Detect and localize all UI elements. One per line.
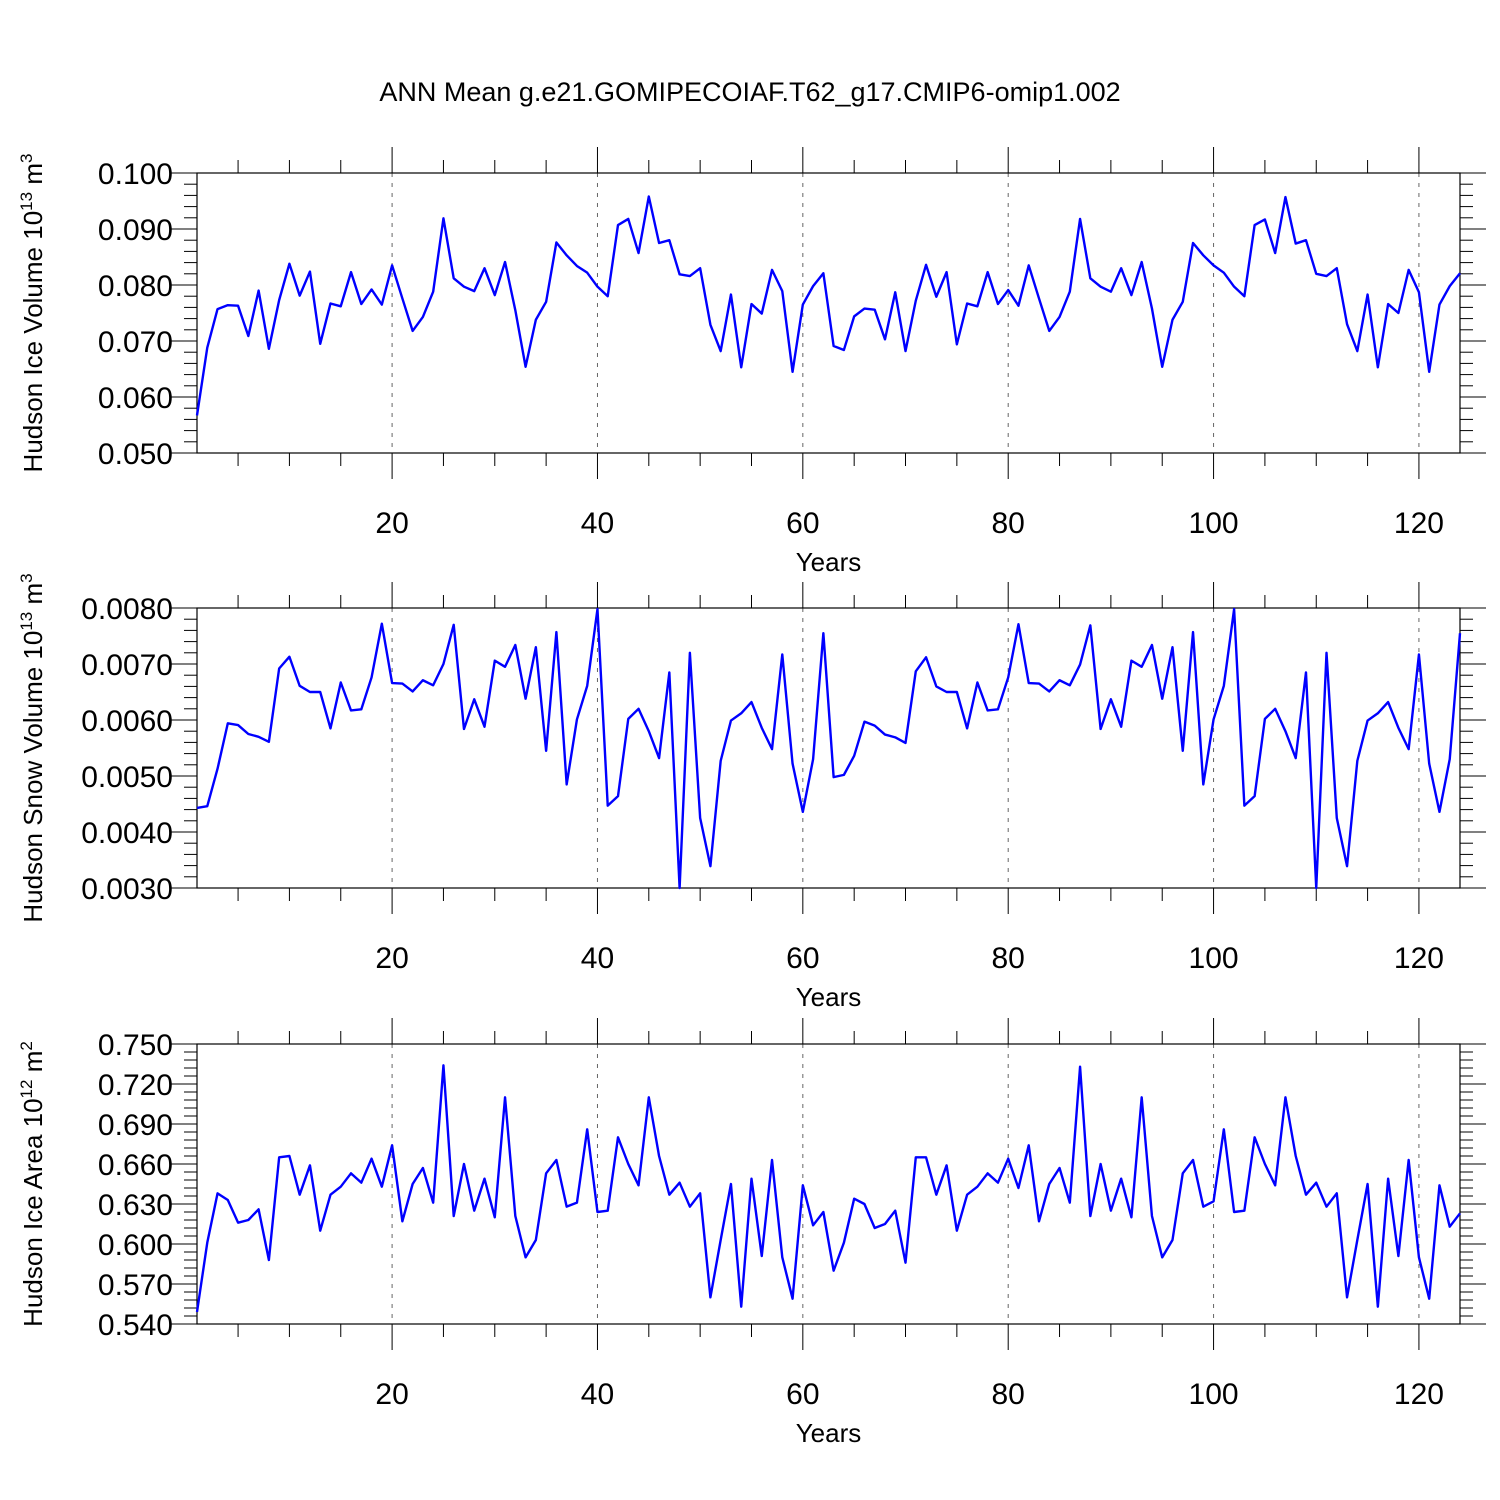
y-axis-label-unit: m — [18, 583, 48, 612]
y-tick-label: 0.050 — [98, 438, 173, 471]
y-axis-label: Hudson Snow Volume 1013 m3 — [17, 573, 48, 922]
x-tick-label: 60 — [786, 942, 819, 975]
panel-1: 20 40 60 80 100 120 0.050 0.060 0.070 0.080 0.090 0… — [17, 147, 1486, 577]
panel-2: 20 40 60 80 100 120 0.0030 0.0040 0.0050 0.0060 0.… — [17, 573, 1486, 1012]
x-tick-label: 60 — [786, 507, 819, 540]
plot-frame — [196, 607, 1461, 889]
y-axis-label-main: Hudson Ice Area 10 — [18, 1098, 48, 1326]
series-line-1 — [195, 195, 1461, 416]
x-tick-label: 80 — [992, 942, 1025, 975]
y-axis-label-main: Hudson Ice Volume 10 — [18, 211, 48, 473]
x-tick-label: 80 — [992, 507, 1025, 540]
y-axis-label-unit-exponent: 2 — [17, 1041, 36, 1050]
y-tick-label: 0.540 — [98, 1309, 173, 1342]
y-axis-label-exponent: 13 — [17, 612, 36, 631]
y-axis-label-unit-exponent: 3 — [17, 573, 36, 582]
y-axis-label-exponent: 13 — [17, 192, 36, 211]
y-axis-label: Hudson Ice Volume 1013 m3 — [17, 154, 48, 473]
x-tick-label: 20 — [375, 507, 408, 540]
series-line-1 — [196, 607, 1462, 890]
y-tick-label: 0.0080 — [81, 593, 173, 626]
x-tick-label: 100 — [1189, 507, 1239, 540]
x-tick-label: 120 — [1394, 507, 1444, 540]
x-tick-label: 100 — [1189, 1378, 1239, 1411]
y-tick-label: 0.0050 — [81, 761, 173, 794]
panel-3: 20 40 60 80 100 120 0.540 0.570 0.600 0.630 0.660 0… — [17, 1018, 1486, 1448]
y-tick-label: 0.080 — [98, 270, 173, 303]
x-tick-label: 100 — [1189, 942, 1239, 975]
plot-frame — [196, 1043, 1461, 1325]
y-tick-label: 0.0040 — [81, 817, 173, 850]
x-tick-label: 60 — [786, 1378, 819, 1411]
y-tick-label: 0.690 — [98, 1109, 173, 1142]
y-tick-label: 0.100 — [98, 158, 173, 191]
y-tick-label: 0.070 — [98, 326, 173, 359]
figure-title: ANN Mean g.e21.GOMIPECOIAF.T62_g17.CMIP6… — [379, 77, 1120, 107]
y-tick-label: 0.0030 — [81, 873, 173, 906]
x-tick-label: 20 — [375, 942, 408, 975]
x-tick-label: 80 — [992, 1378, 1025, 1411]
y-tick-label: 0.0060 — [81, 705, 173, 738]
x-tick-label: 120 — [1394, 942, 1444, 975]
y-tick-label: 0.570 — [98, 1269, 173, 1302]
y-axis-label: Hudson Ice Area 1012 m2 — [17, 1041, 48, 1327]
x-axis-label: Years — [796, 547, 862, 577]
y-axis-label-unit-exponent: 3 — [17, 154, 36, 163]
y-tick-label: 0.060 — [98, 382, 173, 415]
y-tick-label: 0.600 — [98, 1229, 173, 1262]
x-tick-label: 40 — [581, 507, 614, 540]
x-axis-label: Years — [796, 1418, 862, 1448]
x-tick-label: 40 — [581, 1378, 614, 1411]
plot-frame — [196, 172, 1461, 454]
y-axis-label-exponent: 12 — [17, 1080, 36, 1099]
series-line-1 — [195, 1064, 1461, 1313]
x-tick-label: 120 — [1394, 1378, 1444, 1411]
y-axis-label-unit: m — [18, 163, 48, 192]
x-tick-label: 20 — [375, 1378, 408, 1411]
y-tick-label: 0.090 — [98, 214, 173, 247]
x-tick-label: 40 — [581, 942, 614, 975]
y-axis-label-main: Hudson Snow Volume 10 — [18, 631, 48, 923]
x-axis-label: Years — [796, 982, 862, 1012]
y-tick-label: 0.720 — [98, 1069, 173, 1102]
y-tick-label: 0.750 — [98, 1029, 173, 1062]
y-tick-label: 0.630 — [98, 1189, 173, 1222]
y-tick-label: 0.0070 — [81, 649, 173, 682]
y-tick-label: 0.660 — [98, 1149, 173, 1182]
y-axis-label-unit: m — [18, 1051, 48, 1080]
